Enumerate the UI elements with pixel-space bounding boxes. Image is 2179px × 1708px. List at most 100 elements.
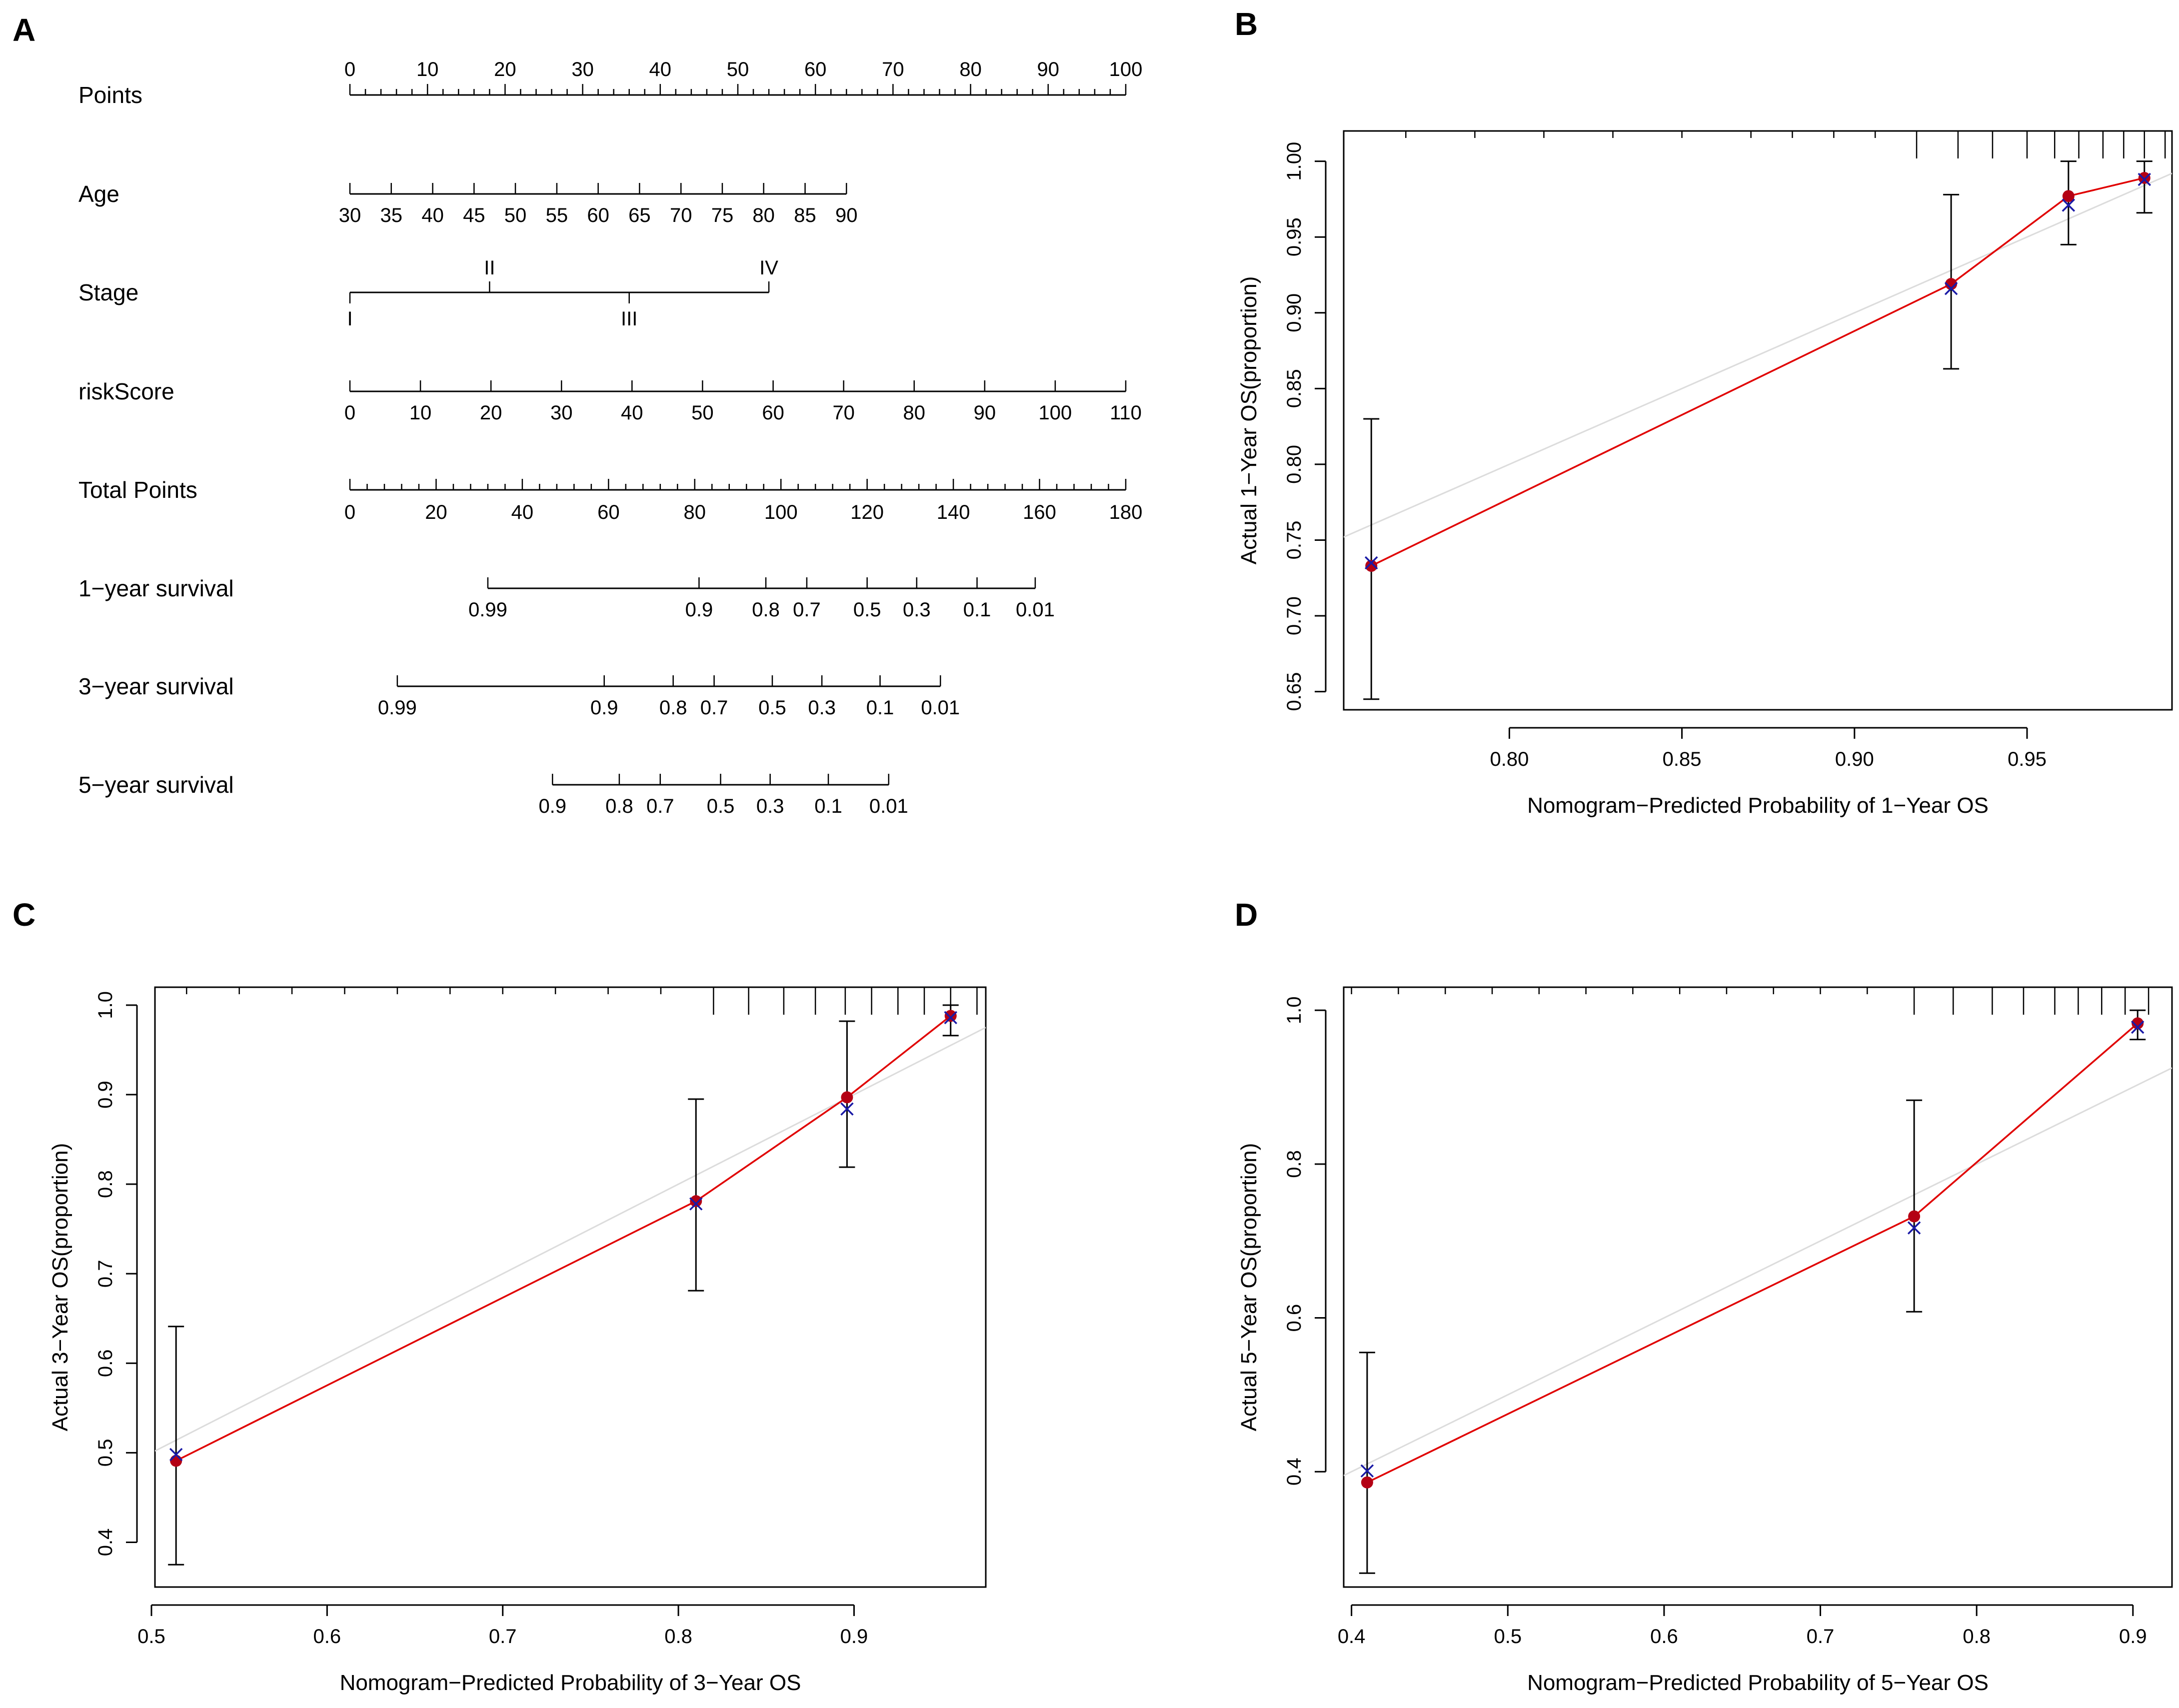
tick-label-points: 30 — [571, 58, 594, 80]
tick-label-riskscore: 60 — [762, 402, 784, 424]
observed-line — [1371, 177, 2145, 567]
y-tick-label: 0.8 — [94, 1170, 116, 1198]
row-label-age: Age — [78, 181, 119, 207]
tick-label-3-year-survival: 0.99 — [378, 697, 417, 719]
tick-label-points: 50 — [727, 58, 749, 80]
x-tick-label: 0.5 — [137, 1626, 165, 1648]
ideal-line — [1344, 1067, 2172, 1477]
tick-label-5-year-survival: 0.7 — [646, 795, 674, 817]
row-label-5-year-survival: 5−year survival — [78, 772, 234, 798]
observed-point — [944, 1010, 957, 1022]
panel-label-c: C — [12, 897, 35, 933]
corrected-point — [1360, 1464, 1374, 1478]
tick-label-age: 80 — [752, 204, 775, 226]
tick-label-5-year-survival: 0.9 — [538, 795, 566, 817]
tick-label-5-year-survival: 0.01 — [869, 795, 908, 817]
tick-label-5-year-survival: 0.5 — [707, 795, 735, 817]
tick-label-age: 60 — [587, 204, 609, 226]
tick-label-age: 30 — [339, 204, 361, 226]
tick-label-points: 10 — [416, 58, 439, 80]
y-tick-label: 0.65 — [1283, 672, 1305, 711]
tick-label-age: 90 — [835, 204, 858, 226]
x-axis-label: Nomogram−Predicted Probability of 3−Year… — [340, 1671, 801, 1695]
panel-label-d: D — [1235, 897, 1258, 933]
corrected-point — [944, 1011, 957, 1025]
tick-label-total-points: 0 — [344, 501, 355, 523]
corrected-point-stroke — [1907, 1221, 1921, 1235]
tick-label-points: 100 — [1109, 58, 1143, 80]
corrected-point-stroke — [2062, 198, 2076, 212]
tick-label-age: 85 — [794, 204, 816, 226]
corrected-point-stroke — [689, 1197, 703, 1211]
tick-label-riskscore: 40 — [621, 402, 643, 424]
tick-label-total-points: 120 — [850, 501, 884, 523]
y-tick-label: 0.4 — [1283, 1458, 1305, 1486]
plot-frame — [1343, 986, 2173, 1588]
y-tick-label: 0.8 — [1283, 1150, 1305, 1178]
tick-label-points: 40 — [649, 58, 672, 80]
observed-line — [175, 1015, 951, 1462]
tick-label-total-points: 80 — [684, 501, 706, 523]
row-label-3-year-survival: 3−year survival — [78, 673, 234, 699]
corrected-point — [1907, 1221, 1921, 1235]
x-tick-label: 0.90 — [1835, 748, 1874, 770]
x-axis-label: Nomogram−Predicted Probability of 5−Year… — [1527, 1671, 1989, 1695]
x-axis-label: Nomogram−Predicted Probability of 1−Year… — [1527, 793, 1989, 818]
observed-point — [841, 1091, 853, 1104]
tick-label-5-year-survival: 0.8 — [605, 795, 633, 817]
y-tick-label: 0.90 — [1283, 293, 1305, 332]
y-tick-label: 0.4 — [94, 1529, 116, 1557]
x-tick-label: 0.8 — [1963, 1626, 1991, 1648]
tick-label-riskscore: 80 — [903, 402, 926, 424]
plot-frame — [1343, 130, 2173, 711]
tick-label-3-year-survival: 0.9 — [590, 697, 618, 719]
tick-label-points: 0 — [344, 58, 355, 80]
x-tick-label: 0.8 — [664, 1626, 692, 1648]
tick-label-points: 80 — [959, 58, 982, 80]
tick-label-3-year-survival: 0.3 — [808, 697, 836, 719]
observed-point — [1908, 1210, 1921, 1223]
y-tick-label: 0.95 — [1283, 217, 1305, 256]
x-tick-label: 0.95 — [2008, 748, 2047, 770]
tick-label-stage: IV — [759, 257, 778, 279]
observed-point — [2132, 1017, 2144, 1030]
corrected-point — [169, 1448, 183, 1462]
tick-label-5-year-survival: 0.3 — [756, 795, 784, 817]
corrected-point-stroke — [1360, 1464, 1374, 1478]
y-tick-label: 0.75 — [1283, 521, 1305, 560]
row-label-total-points: Total Points — [78, 477, 197, 503]
row-label-riskscore: riskScore — [78, 378, 174, 404]
observed-point — [1365, 560, 1378, 572]
tick-label-age: 55 — [546, 204, 568, 226]
y-tick-label: 0.80 — [1283, 445, 1305, 484]
tick-label-1-year-survival: 0.3 — [903, 599, 931, 621]
panel-label-a: A — [12, 12, 35, 48]
corrected-point — [1364, 556, 1378, 570]
y-tick-label: 0.7 — [94, 1260, 116, 1288]
tick-label-points: 60 — [804, 58, 827, 80]
corrected-point — [689, 1197, 703, 1211]
tick-label-age: 40 — [421, 204, 444, 226]
y-axis-label: Actual 1−Year OS(proportion) — [1237, 276, 1261, 565]
observed-point — [2138, 171, 2151, 184]
corrected-point-stroke — [169, 1448, 183, 1462]
x-tick-label: 0.9 — [2119, 1626, 2147, 1648]
corrected-point — [1944, 282, 1958, 295]
tick-label-1-year-survival: 0.9 — [685, 599, 713, 621]
tick-label-stage: II — [484, 257, 495, 279]
y-tick-label: 1.0 — [1283, 996, 1305, 1024]
corrected-point — [840, 1102, 854, 1116]
tick-label-riskscore: 110 — [1110, 402, 1142, 424]
tick-label-age: 65 — [628, 204, 651, 226]
x-tick-label: 0.80 — [1490, 748, 1529, 770]
y-axis-label: Actual 3−Year OS(proportion) — [48, 1143, 72, 1432]
tick-label-5-year-survival: 0.1 — [814, 795, 842, 817]
tick-label-points: 70 — [882, 58, 904, 80]
tick-label-total-points: 160 — [1023, 501, 1056, 523]
y-tick-label: 0.70 — [1283, 596, 1305, 635]
corrected-point-stroke — [944, 1011, 957, 1025]
tick-label-riskscore: 10 — [409, 402, 432, 424]
tick-label-3-year-survival: 0.8 — [659, 697, 687, 719]
tick-label-1-year-survival: 0.99 — [468, 599, 507, 621]
